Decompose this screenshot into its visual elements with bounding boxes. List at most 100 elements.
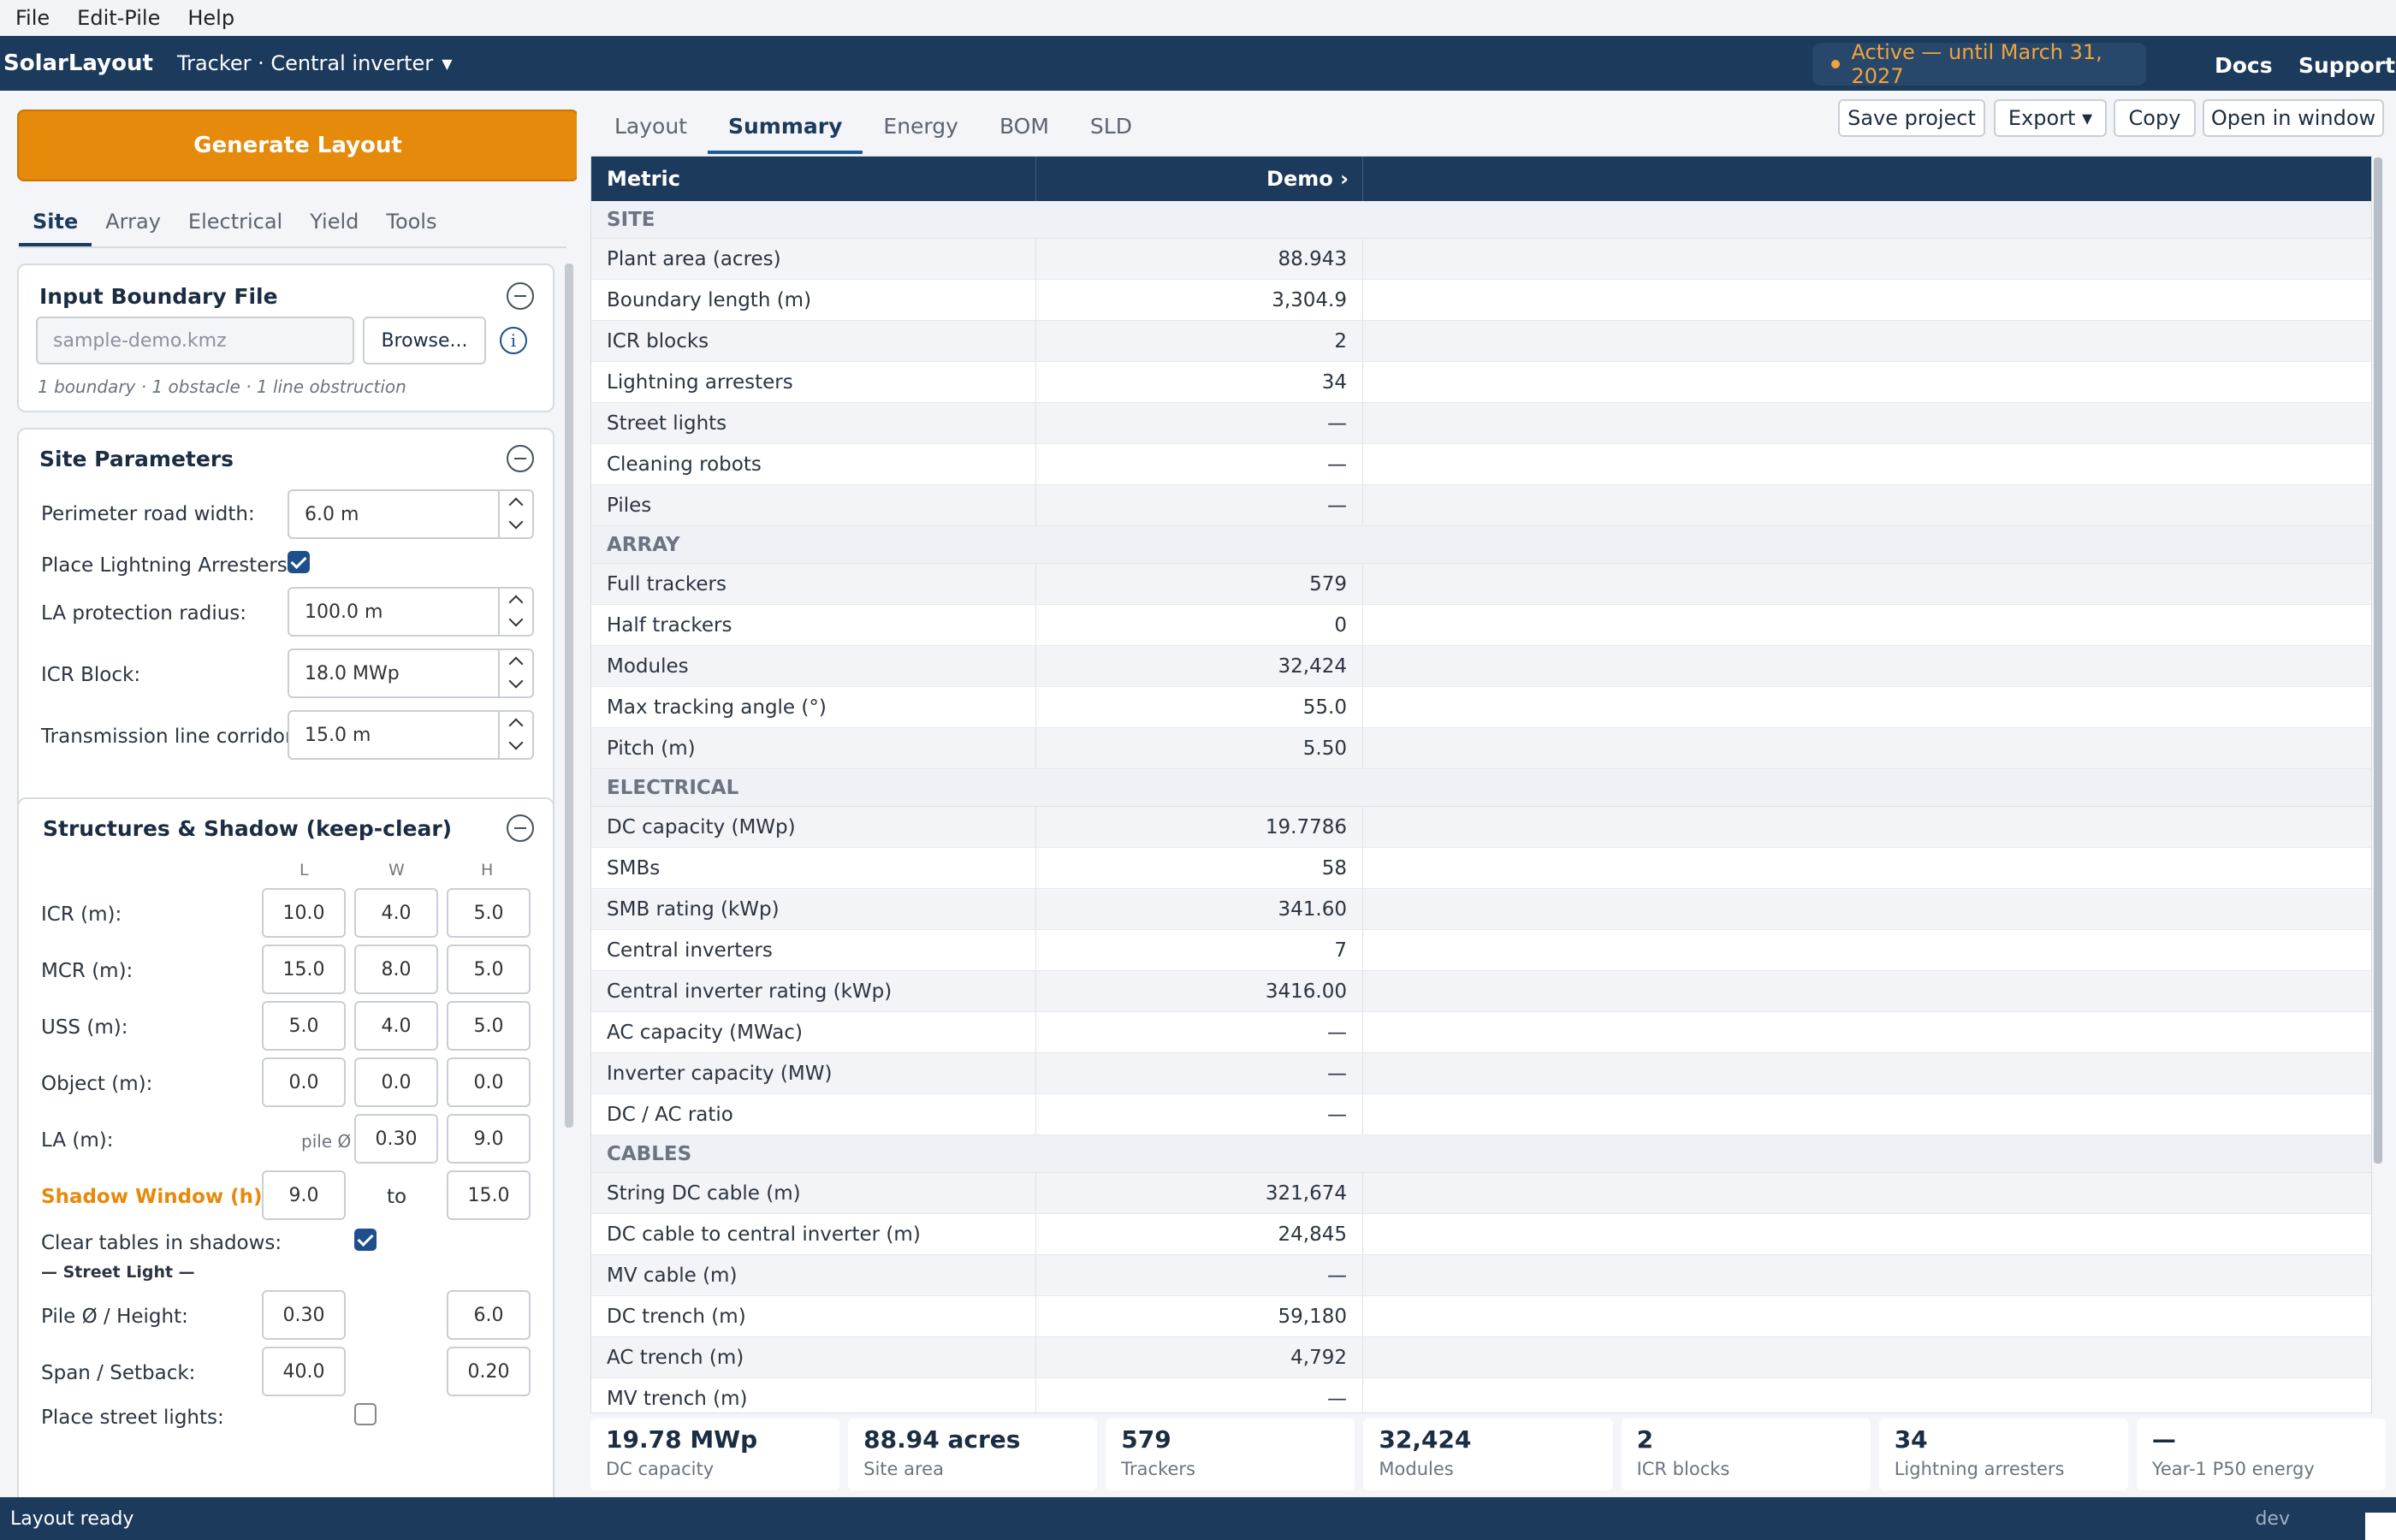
kpi-label: Site area [863,1459,944,1479]
spinner-icon[interactable] [498,589,532,635]
la-radius-value: 100.0 m [305,601,383,623]
spinner-icon[interactable] [498,712,532,758]
la-height-input[interactable]: 9.0 [447,1114,531,1164]
tab-tools[interactable]: Tools [386,210,437,234]
menu-edit-pile[interactable]: Edit-Pile [77,6,161,30]
section-header: ARRAY [591,526,2371,564]
spinner-icon[interactable] [498,491,532,537]
export-button[interactable]: Export ▾ [1994,99,2107,137]
shadow-to-input[interactable]: 15.0 [447,1170,531,1220]
place-street-checkbox[interactable] [354,1403,377,1425]
info-icon[interactable]: i [500,327,527,354]
clear-tables-label: Clear tables in shadows: [41,1232,282,1254]
uss-l-input[interactable]: 5.0 [262,1001,346,1051]
metric-name: Inverter capacity (MW) [591,1053,1036,1093]
tl-corridor-input[interactable]: 15.0 m [288,710,534,760]
metric-name: Boundary length (m) [591,280,1036,320]
uss-w-input[interactable]: 4.0 [354,1001,438,1051]
metric-name: DC / AC ratio [591,1094,1036,1134]
boundary-file-input[interactable]: sample-demo.kmz [36,317,354,364]
metric-name: Pitch (m) [591,728,1036,768]
object-h-input[interactable]: 0.0 [447,1057,531,1107]
street-setback-input[interactable]: 0.20 [447,1347,531,1396]
metric-value: — [1036,403,1363,443]
collapse-icon[interactable] [507,282,534,310]
table-row: Inverter capacity (MW) — [591,1053,2371,1094]
street-height-input[interactable]: 6.0 [447,1290,531,1340]
tab-layout[interactable]: Layout [614,114,687,139]
icr-h-input[interactable]: 5.0 [447,888,531,938]
object-l-input[interactable]: 0.0 [262,1057,346,1107]
app-header: SolarLayout Tracker · Central inverter ▼ … [0,36,2396,91]
place-la-checkbox[interactable] [288,551,310,573]
collapse-icon[interactable] [507,445,534,472]
metric-name: Max tracking angle (°) [591,687,1036,727]
la-radius-input[interactable]: 100.0 m [288,587,534,637]
tab-bom[interactable]: BOM [999,114,1049,139]
metric-name: Full trackers [591,564,1036,604]
shadow-from-input[interactable]: 9.0 [262,1170,346,1220]
save-project-button[interactable]: Save project [1838,99,1985,137]
mcr-l-input[interactable]: 15.0 [262,945,346,994]
metric-name: DC trench (m) [591,1296,1036,1336]
mode-selector[interactable]: Tracker · Central inverter ▼ [177,51,453,75]
place-street-label: Place street lights: [41,1407,224,1429]
copy-button[interactable]: Copy [2114,99,2196,137]
metric-value: 341.60 [1036,889,1363,929]
uss-dim-label: USS (m): [41,1016,128,1039]
tab-array[interactable]: Array [105,210,161,234]
status-corner [2365,1513,2396,1540]
tab-electrical[interactable]: Electrical [187,210,283,234]
street-pile-input[interactable]: 0.30 [262,1290,346,1340]
docs-link[interactable]: Docs [2215,53,2273,78]
icr-w-input[interactable]: 4.0 [354,888,438,938]
metric-value: 55.0 [1036,687,1363,727]
section-header: SITE [591,201,2371,239]
icr-block-input[interactable]: 18.0 MWp [288,649,534,698]
tab-site[interactable]: Site [19,200,92,246]
pile-height-label: Pile Ø / Height: [41,1306,188,1328]
support-link[interactable]: Support [2298,53,2396,78]
status-bar: Layout ready dev [0,1497,2396,1540]
icr-block-value: 18.0 MWp [305,662,400,684]
mcr-w-input[interactable]: 8.0 [354,945,438,994]
table-row: Piles — [591,485,2371,526]
kpi-label: ICR blocks [1636,1459,1730,1479]
object-w-input[interactable]: 0.0 [354,1057,438,1107]
uss-h-input[interactable]: 5.0 [447,1001,531,1051]
spinner-icon[interactable] [498,650,532,696]
kpi-value: 19.78 MWp [606,1425,758,1454]
menu-file[interactable]: File [15,6,50,30]
tab-sld[interactable]: SLD [1089,114,1132,139]
shadow-window-label: Shadow Window (h): [41,1186,270,1208]
browse-button[interactable]: Browse... [363,317,486,364]
la-pile-input[interactable]: 0.30 [354,1114,438,1164]
metric-value: 3,304.9 [1036,280,1363,320]
metric-name: DC cable to central inverter (m) [591,1214,1036,1254]
right-panel: Layout Summary Energy BOM SLD Save proje… [577,91,2396,1497]
left-scrollbar[interactable] [565,264,573,1128]
icr-l-input[interactable]: 10.0 [262,888,346,938]
table-row: ICR blocks 2 [591,321,2371,362]
perimeter-road-input[interactable]: 6.0 m [288,489,534,539]
metric-value: — [1036,485,1363,525]
open-window-button[interactable]: Open in window [2203,99,2384,137]
tab-yield[interactable]: Yield [310,210,359,234]
col-w: W [388,861,405,880]
tab-energy[interactable]: Energy [883,114,958,139]
table-body: SITE Plant area (acres) 88.943 Boundary len… [591,201,2371,1413]
collapse-icon[interactable] [507,814,534,842]
table-header: Metric Demo › [591,157,2371,201]
tab-summary[interactable]: Summary [708,103,863,154]
metric-name: Piles [591,485,1036,525]
header-demo[interactable]: Demo › [1036,157,1363,201]
table-scrollbar[interactable] [2374,157,2382,1164]
generate-layout-button[interactable]: Generate Layout [17,110,577,181]
menu-help[interactable]: Help [187,6,235,30]
col-l: L [300,861,309,880]
clear-tables-checkbox[interactable] [354,1229,377,1251]
metric-name: MV trench (m) [591,1378,1036,1413]
street-span-input[interactable]: 40.0 [262,1347,346,1396]
tl-corridor-value: 15.0 m [305,724,371,746]
mcr-h-input[interactable]: 5.0 [447,945,531,994]
